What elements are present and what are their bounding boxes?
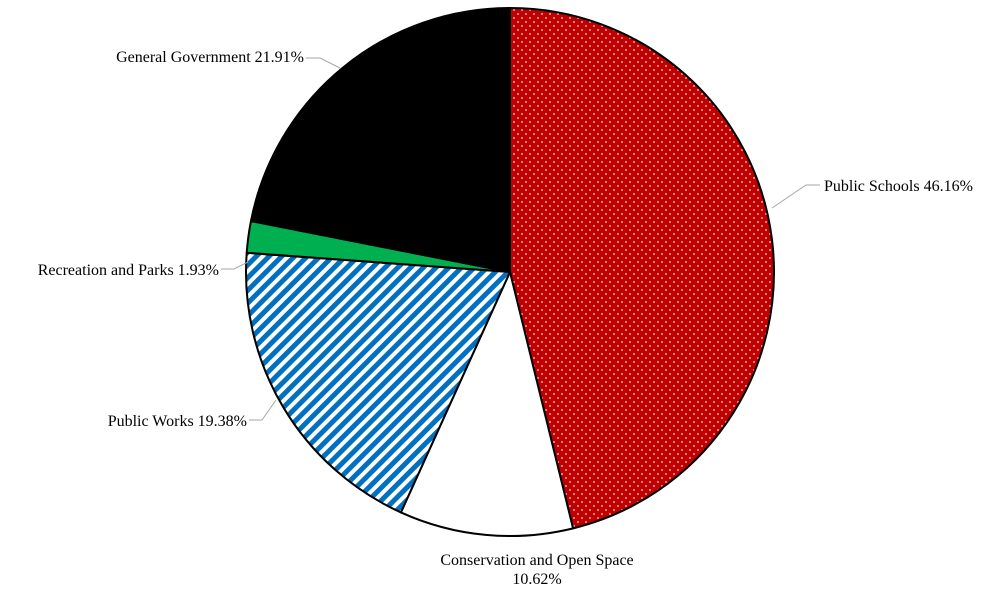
pie-labels: Public Schools 46.16% Conservation and O… — [38, 49, 973, 588]
label-conservation-line-2: 10.62% — [512, 571, 561, 588]
pie-slices — [245, 7, 775, 537]
label-recreation-parks: Recreation and Parks 1.93% — [38, 262, 219, 279]
label-general-government: General Government 21.91% — [116, 49, 304, 66]
slice-public-works — [245, 251, 511, 514]
slice-conservation-and-open-space — [399, 271, 575, 537]
leader-line-public-schools — [771, 184, 820, 209]
leader-line-recreation-parks — [221, 261, 249, 270]
leader-line-general-government — [306, 57, 341, 69]
label-public-schools: Public Schools 46.16% — [824, 178, 973, 195]
slice-general-government — [249, 7, 511, 273]
label-conservation-line-1: Conservation and Open Space — [440, 552, 633, 569]
label-public-works: Public Works 19.38% — [108, 413, 247, 430]
slice-public-schools — [509, 7, 775, 530]
leader-line-public-works — [249, 399, 277, 421]
